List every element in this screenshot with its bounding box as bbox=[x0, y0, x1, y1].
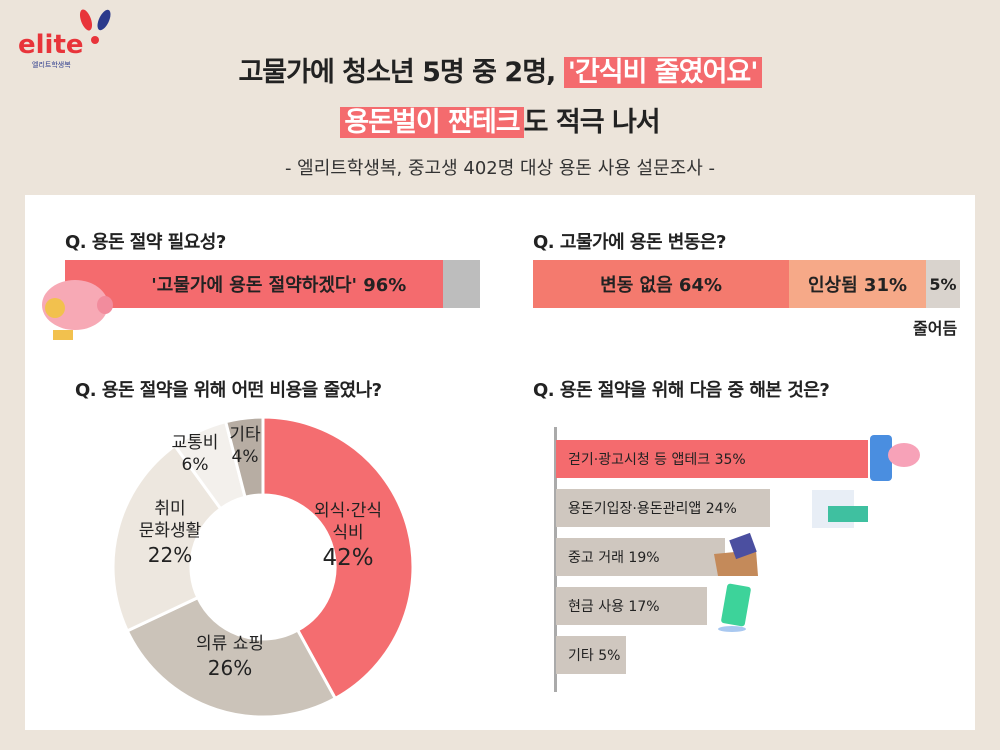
headline-highlight: '간식비 줄였어요' bbox=[563, 57, 762, 88]
q3-donut-chart bbox=[111, 415, 415, 719]
q3-title: Q. 용돈 절약을 위해 어떤 비용을 줄였나? bbox=[75, 380, 382, 401]
donut-slice bbox=[261, 415, 415, 701]
q2-bar: 변동 없음 64% 인상됨 31% 5% bbox=[533, 260, 960, 308]
headline-highlight: 용돈벌이 짠테크 bbox=[340, 107, 524, 138]
q4-axis bbox=[554, 427, 557, 692]
logo-word: elite bbox=[18, 30, 84, 60]
donut-slice bbox=[223, 415, 265, 500]
headline-line1: 고물가에 청소년 5명 중 2명, '간식비 줄였어요' bbox=[0, 50, 1000, 89]
secondhand-box-icon bbox=[714, 532, 758, 576]
q4-bar: 용돈기입장·용돈관리앱 24% bbox=[556, 489, 770, 527]
headline-text: 도 적극 나서 bbox=[523, 107, 661, 138]
q1-bar-yes: '고물가에 용돈 절약하겠다' 96% bbox=[65, 260, 443, 308]
q2-seg-down: 5% bbox=[925, 260, 960, 308]
q4-bar: 걷기·광고시청 등 앱테크 35% bbox=[556, 440, 868, 478]
q1-bar: '고물가에 용돈 절약하겠다' 96% bbox=[65, 260, 480, 308]
logo-mark-icon bbox=[79, 9, 111, 44]
logo-sub: 엘리트학생복 bbox=[32, 61, 71, 69]
donut-slice bbox=[125, 595, 338, 719]
donut-slice bbox=[111, 443, 223, 633]
q1-title: Q. 용돈 절약 필요성? bbox=[65, 232, 226, 253]
q4-bar: 중고 거래 19% bbox=[556, 538, 726, 576]
slice-label-food: 외식·간식 식비 42% bbox=[314, 501, 382, 572]
slice-label-other: 기타 4% bbox=[229, 425, 261, 468]
slice-label-transport: 교통비 6% bbox=[171, 433, 219, 476]
app-piggy-icon bbox=[870, 435, 920, 481]
elite-logo: elite 엘리트학생복 bbox=[18, 9, 118, 72]
ledger-money-icon bbox=[812, 490, 868, 528]
q2-down-label: 줄어듬 bbox=[913, 319, 958, 338]
piggy-bank-icon bbox=[42, 280, 113, 340]
q2-seg-up: 인상됨 31% bbox=[789, 260, 926, 308]
slice-label-hobby: 취미 문화생활 22% bbox=[138, 499, 202, 568]
headline-text: 고물가에 청소년 5명 중 2명, bbox=[238, 57, 564, 88]
cash-phone-icon bbox=[718, 583, 751, 632]
headline-line2: 용돈벌이 짠테크 도 적극 나서 bbox=[0, 100, 1000, 139]
q4-title: Q. 용돈 절약을 위해 다음 중 해본 것은? bbox=[533, 380, 830, 401]
q4-bar: 현금 사용 17% bbox=[556, 587, 708, 625]
subtitle: - 엘리트학생복, 중고생 402명 대상 용돈 사용 설문조사 - bbox=[284, 158, 716, 179]
slice-label-clothes: 의류 쇼핑 26% bbox=[196, 634, 264, 681]
q4-bar: 기타 5% bbox=[556, 636, 626, 674]
q2-seg-same: 변동 없음 64% bbox=[533, 260, 790, 308]
q1-bar-rest bbox=[442, 260, 480, 308]
q2-title: Q. 고물가에 용돈 변동은? bbox=[533, 232, 726, 253]
